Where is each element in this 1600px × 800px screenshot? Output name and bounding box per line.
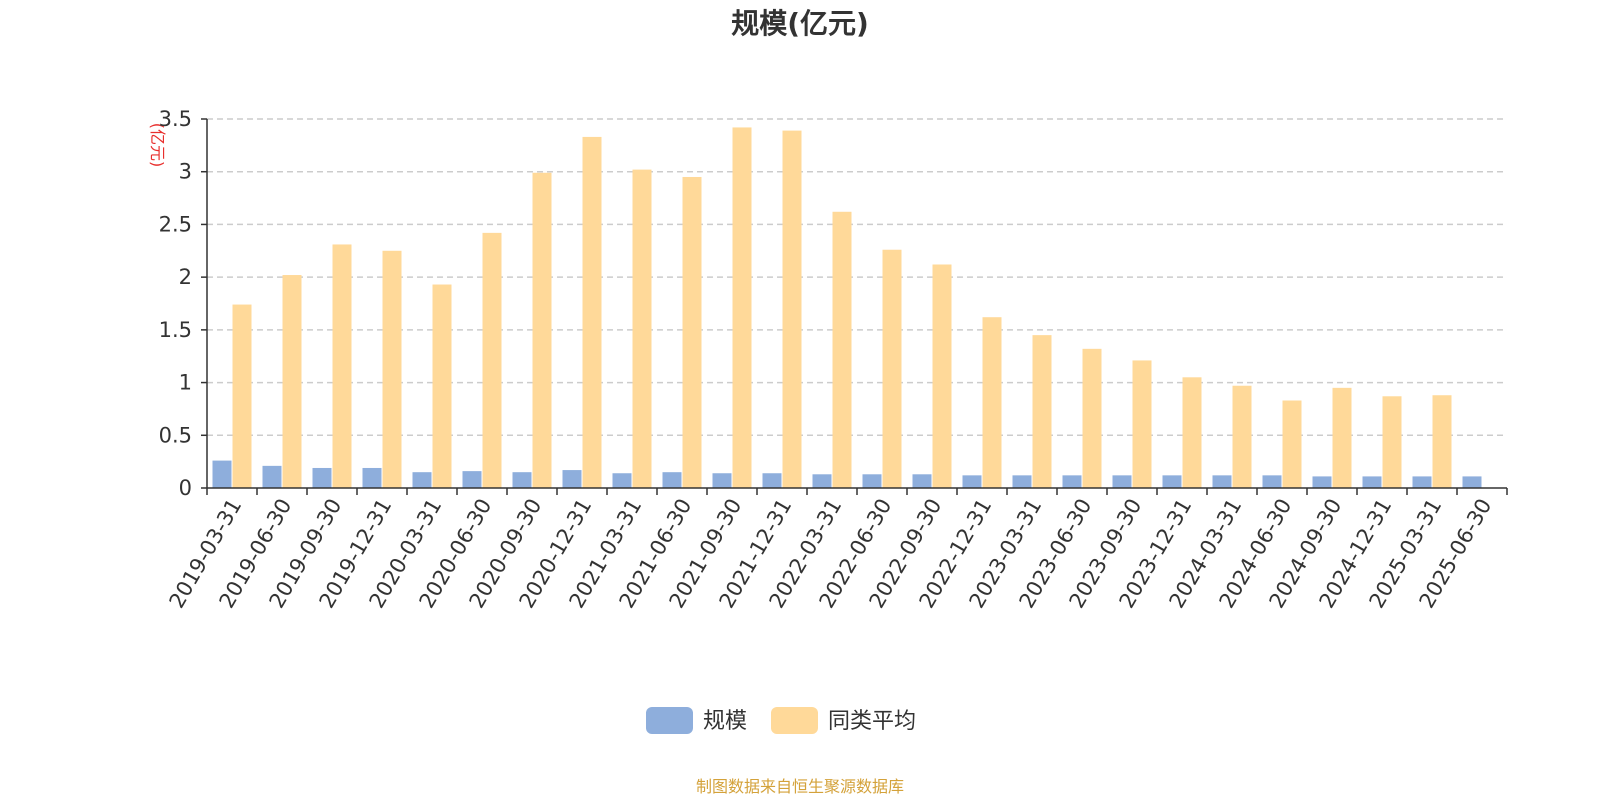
legend-label: 规模 <box>703 709 747 734</box>
bar-peer-average[interactable] <box>1282 400 1302 488</box>
bar-scale[interactable] <box>462 471 482 488</box>
bar-peer-average[interactable] <box>982 317 1002 488</box>
bar-peer-average[interactable] <box>632 169 652 488</box>
legend-item-peer-average[interactable]: 同类平均 <box>771 707 916 734</box>
bar-peer-average[interactable] <box>332 244 352 488</box>
bar-peer-average[interactable] <box>682 176 702 488</box>
y-tick-label: 2 <box>179 265 192 289</box>
y-tick-label: 1 <box>179 371 192 395</box>
bar-scale[interactable] <box>862 474 882 488</box>
bars <box>212 127 1482 489</box>
bar-peer-average[interactable] <box>232 304 252 488</box>
y-tick-label: 3.5 <box>159 107 192 131</box>
bar-peer-average[interactable] <box>932 264 952 488</box>
bar-peer-average[interactable] <box>1182 377 1202 488</box>
bar-peer-average[interactable] <box>882 249 902 488</box>
bar-peer-average[interactable] <box>432 284 452 488</box>
bar-peer-average[interactable] <box>282 275 302 488</box>
bar-scale[interactable] <box>262 465 282 488</box>
bar-scale[interactable] <box>962 475 982 488</box>
y-axis-ticks: 0 0.5 1 1.5 2 2.5 3 3.5 <box>159 107 192 500</box>
bar-scale[interactable] <box>1012 475 1032 488</box>
legend-item-scale[interactable]: 规模 <box>646 707 747 734</box>
y-tick-label: 0.5 <box>159 423 192 447</box>
legend-label: 同类平均 <box>828 709 916 734</box>
bar-peer-average[interactable] <box>582 136 602 488</box>
bar-peer-average[interactable] <box>482 232 502 488</box>
bar-scale[interactable] <box>762 473 782 488</box>
bar-peer-average[interactable] <box>1132 360 1152 488</box>
bar-scale[interactable] <box>312 467 332 488</box>
bar-scale[interactable] <box>562 470 582 488</box>
bar-scale[interactable] <box>662 472 682 488</box>
bar-scale[interactable] <box>1462 476 1482 488</box>
bar-scale[interactable] <box>1312 476 1332 488</box>
bar-scale[interactable] <box>712 473 732 488</box>
bar-scale[interactable] <box>512 472 532 488</box>
bar-scale[interactable] <box>812 474 832 488</box>
bar-scale[interactable] <box>1412 476 1432 488</box>
bar-peer-average[interactable] <box>1232 385 1252 488</box>
bar-scale[interactable] <box>1062 475 1082 488</box>
bar-peer-average[interactable] <box>732 127 752 488</box>
bar-peer-average[interactable] <box>532 172 552 489</box>
legend-swatch <box>771 707 818 734</box>
bar-scale[interactable] <box>1212 475 1232 488</box>
bar-scale[interactable] <box>1362 476 1382 488</box>
bar-scale[interactable] <box>1112 475 1132 488</box>
y-tick-label: 1.5 <box>159 318 192 342</box>
bar-scale[interactable] <box>612 473 632 488</box>
y-tick-label: 0 <box>179 476 192 500</box>
source-note: 制图数据来自恒生聚源数据库 <box>696 777 904 796</box>
axes <box>201 118 1508 495</box>
bar-scale[interactable] <box>912 474 932 488</box>
bar-scale[interactable] <box>1262 475 1282 488</box>
chart-title: 规模(亿元) <box>731 7 869 40</box>
grid-lines <box>207 118 1507 437</box>
bar-peer-average[interactable] <box>1082 348 1102 488</box>
y-tick-label: 2.5 <box>159 212 192 236</box>
bar-scale[interactable] <box>212 460 232 488</box>
y-tick-label: 3 <box>179 160 192 184</box>
x-axis-ticks: 2019-03-312019-06-302019-09-302019-12-31… <box>165 495 1497 613</box>
y-axis-unit-label: (亿元) <box>148 123 167 168</box>
bar-scale[interactable] <box>412 472 432 488</box>
bar-peer-average[interactable] <box>1332 387 1352 488</box>
legend-swatch <box>646 707 693 734</box>
bar-scale[interactable] <box>362 467 382 488</box>
bar-scale[interactable] <box>1162 475 1182 488</box>
legend[interactable]: 规模 同类平均 <box>646 707 916 734</box>
bar-peer-average[interactable] <box>782 130 802 488</box>
bar-peer-average[interactable] <box>1382 396 1402 488</box>
bar-peer-average[interactable] <box>1432 395 1452 488</box>
bar-peer-average[interactable] <box>1032 335 1052 488</box>
bar-peer-average[interactable] <box>382 250 402 488</box>
bar-peer-average[interactable] <box>832 211 852 488</box>
